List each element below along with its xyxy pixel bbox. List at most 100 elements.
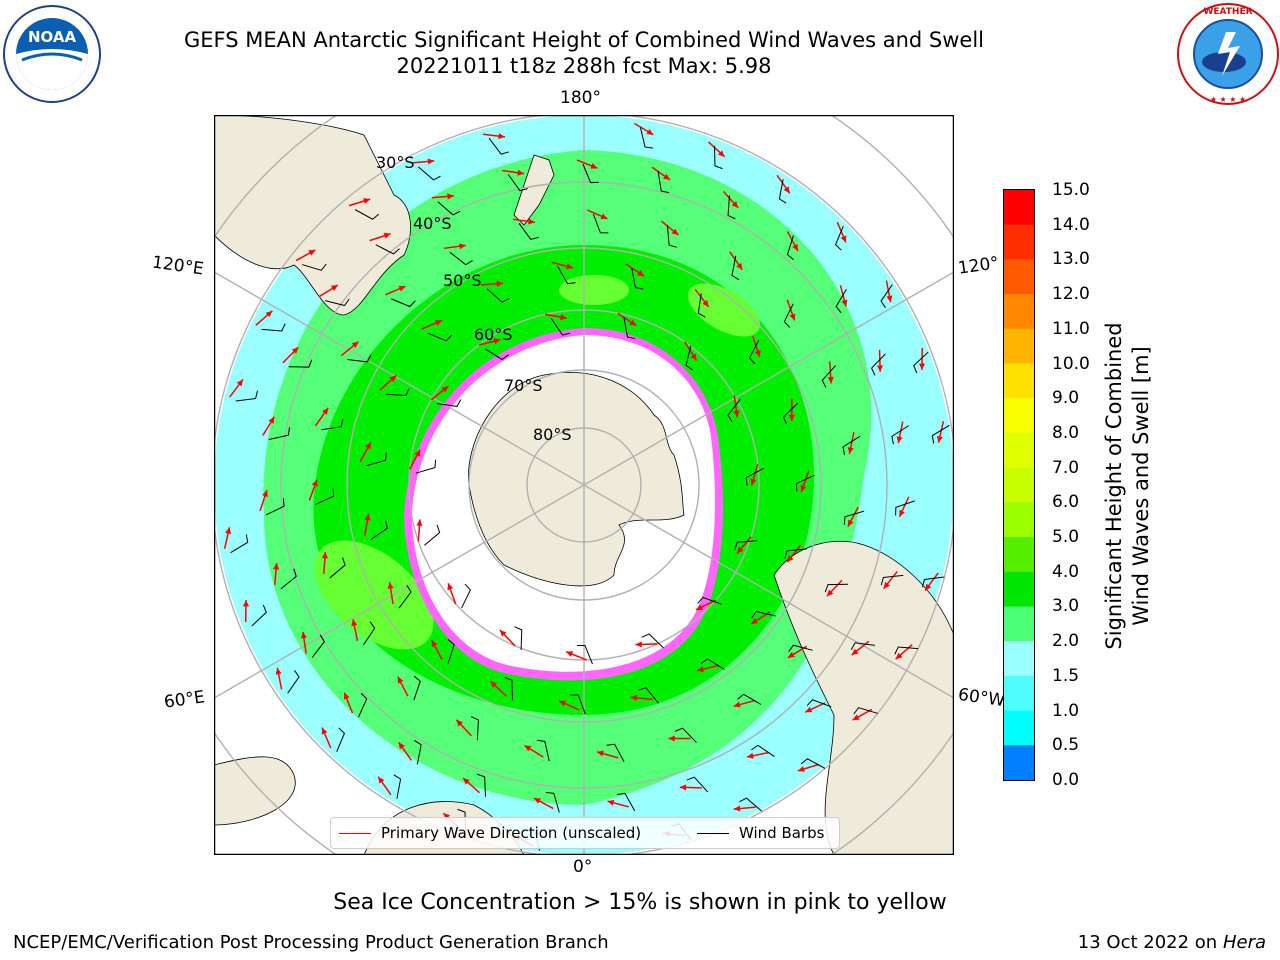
wind-barb: [850, 642, 875, 650]
wind-barb: [424, 524, 441, 546]
wind-barb: [311, 634, 325, 658]
wind-barb: [751, 610, 776, 619]
wave-arrow-head: [841, 299, 848, 307]
wave-arrow-head: [787, 651, 795, 658]
nws-logo: WEATHER ★ ★ ★ ★: [1177, 3, 1279, 105]
wind-barb: [788, 644, 813, 653]
wave-arrow-head: [690, 353, 697, 361]
legend-wave-label: Primary Wave Direction (unscaled): [381, 824, 642, 842]
wind-barb: [347, 354, 372, 363]
wind-barb: [783, 303, 794, 328]
wave-arrow-head: [456, 719, 463, 727]
wind-barb: [415, 459, 437, 474]
wind-barb: [582, 163, 599, 184]
wind-barb: [325, 298, 350, 307]
lon-label-0: 0°: [573, 857, 593, 877]
wind-barb: [697, 596, 722, 605]
colorbar-tick-label: 13.0: [1052, 249, 1090, 270]
wind-barb: [461, 583, 471, 609]
wind-barb: [843, 510, 865, 525]
wave-arrow-head: [754, 350, 761, 358]
wind-barb: [782, 402, 799, 425]
peak-wave-area-2: [687, 283, 761, 337]
colorbar-tick-label: 9.0: [1052, 388, 1080, 409]
wave-arrow-head: [389, 375, 397, 382]
footer-date-text: 13 Oct 2022 on: [1077, 932, 1223, 953]
wind-barb: [413, 675, 421, 701]
wind-barb: [786, 235, 794, 261]
wind-barb: [265, 498, 285, 516]
wind-barb: [280, 568, 297, 590]
wind-barb: [536, 739, 550, 762]
wind-barbs: [230, 127, 950, 851]
wind-barb: [784, 548, 807, 559]
wave-arrow-head: [733, 701, 741, 708]
colorbar-segment: [1004, 294, 1034, 330]
wave-arrow-head: [265, 310, 273, 318]
wave-arrow-head: [322, 407, 329, 415]
wind-barb: [921, 576, 945, 588]
wind-barb: [685, 345, 693, 371]
legend-wave-direction: Primary Wave Direction (unscaled): [339, 824, 641, 842]
wave-arrow-head: [566, 263, 573, 270]
wave-arrow-head: [668, 735, 675, 742]
wind-barb: [778, 179, 787, 204]
wind-barb: [748, 339, 760, 365]
svg-text:NOAA: NOAA: [28, 28, 77, 46]
wind-barb: [727, 399, 741, 423]
colorbar-tick-label: 1.0: [1052, 700, 1080, 721]
colorbar-segment: [1004, 190, 1034, 226]
wind-barb: [366, 452, 387, 467]
wave-arrow-head: [637, 270, 645, 277]
wave-arrow-head: [852, 714, 860, 721]
wave-arrow-head: [383, 232, 391, 239]
colorbar-tick-label: 1.5: [1052, 665, 1080, 686]
wave-arrow-head: [311, 479, 318, 487]
wind-barb: [315, 488, 335, 505]
colorbar-segment: [1004, 502, 1034, 538]
lat-label-70s: 70°S: [504, 376, 543, 395]
wave-arrow-head: [447, 193, 454, 200]
lon-label-60e: 60°E: [162, 687, 207, 713]
wave-arrow-head: [330, 285, 338, 291]
wind-barb: [871, 353, 886, 376]
wind-barb: [606, 743, 625, 763]
wind-barb: [449, 251, 473, 266]
wind-barb: [623, 317, 636, 340]
legend-wave-line: [339, 832, 371, 834]
wave-arrow-head: [397, 676, 404, 684]
wave-arrow-head: [268, 416, 275, 424]
wind-barb: [507, 174, 528, 192]
wave-arrow-head: [629, 319, 637, 326]
wind-barb: [486, 288, 510, 303]
wind-barb: [437, 399, 462, 407]
wind-barb: [697, 293, 706, 318]
wave-arrow-head: [899, 509, 905, 517]
svg-text:WEATHER: WEATHER: [1203, 7, 1252, 17]
wind-barb: [806, 699, 832, 708]
wind-barb: [666, 225, 677, 248]
wave-arrow-head: [308, 249, 316, 256]
wind-barb: [880, 574, 904, 586]
wind-barb: [821, 365, 837, 388]
graticule: [214, 115, 954, 855]
noaa-logo: NOAA: [3, 5, 101, 103]
wave-arrow-head: [398, 285, 406, 292]
colorbar: [1003, 189, 1035, 781]
wave-arrow-head: [343, 692, 350, 700]
wave-arrow-head: [788, 414, 795, 422]
sea-ice-note: Sea Ice Concentration > 15% is shown in …: [333, 890, 947, 915]
wave-arrow-head: [827, 376, 834, 384]
wave-arrow-head: [925, 583, 932, 591]
lat-label-60s: 60°S: [474, 325, 513, 344]
colorbar-segment: [1004, 606, 1034, 642]
wind-barb: [824, 583, 848, 593]
lat-label-80s: 80°S: [533, 425, 572, 444]
wave-arrow-head: [646, 128, 654, 135]
wave-arrow-head: [496, 280, 504, 287]
wave-arrow-head: [883, 581, 890, 589]
wind-barb: [235, 390, 259, 402]
wave-arrow-head: [416, 519, 423, 526]
wind-barb: [302, 263, 327, 271]
wave-arrow-head: [635, 641, 642, 648]
